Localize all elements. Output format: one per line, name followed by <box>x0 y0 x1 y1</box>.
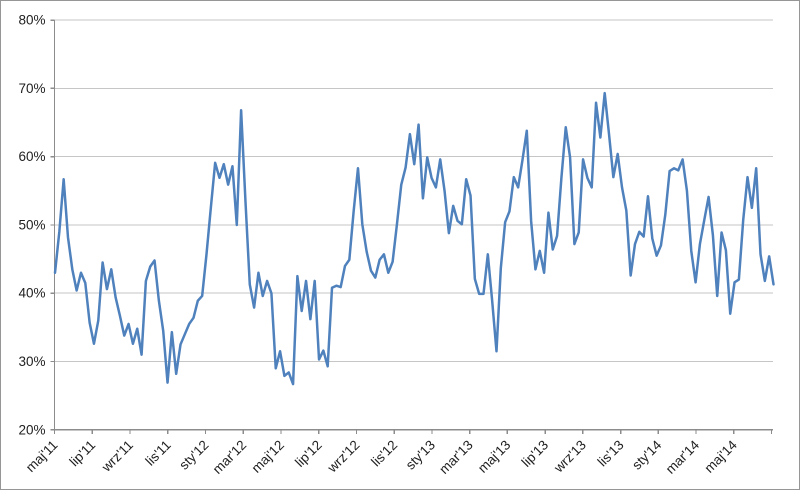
y-tick-label: 70% <box>18 81 45 96</box>
x-tick-label: mar'14 <box>663 437 703 477</box>
x-tick-label: wrz'13 <box>550 437 589 476</box>
x-tick-label: lis'11 <box>142 437 173 468</box>
x-tick-label: wrz'12 <box>324 437 363 476</box>
y-tick-label: 30% <box>18 354 45 369</box>
x-tick-label: lip'13 <box>519 437 552 470</box>
y-tick-label: 80% <box>18 13 45 28</box>
x-tick-label: maj'13 <box>475 437 513 475</box>
y-tick-label: 60% <box>18 149 45 164</box>
x-tick-label: maj'11 <box>23 437 61 475</box>
x-tick-label: lis'13 <box>595 437 627 469</box>
x-tick-label: lis'12 <box>368 437 400 469</box>
x-tick-label: sty'12 <box>176 437 211 472</box>
y-tick-label: 40% <box>18 286 45 301</box>
x-tick-label: lip'11 <box>66 437 98 469</box>
x-tick-label: maj'12 <box>249 437 287 475</box>
x-tick-label: maj'14 <box>702 437 741 476</box>
x-tick-label: wrz'11 <box>98 437 136 475</box>
x-tick-label: sty'13 <box>403 437 438 472</box>
data-series-line <box>53 91 775 386</box>
x-tick-label: lip'12 <box>292 437 325 470</box>
x-tick-label: sty'14 <box>629 437 665 473</box>
x-tick-label: mar'12 <box>210 437 249 476</box>
x-tick-label: mar'13 <box>436 437 475 476</box>
y-tick-label: 50% <box>18 217 45 232</box>
y-tick-label: 20% <box>18 422 45 437</box>
